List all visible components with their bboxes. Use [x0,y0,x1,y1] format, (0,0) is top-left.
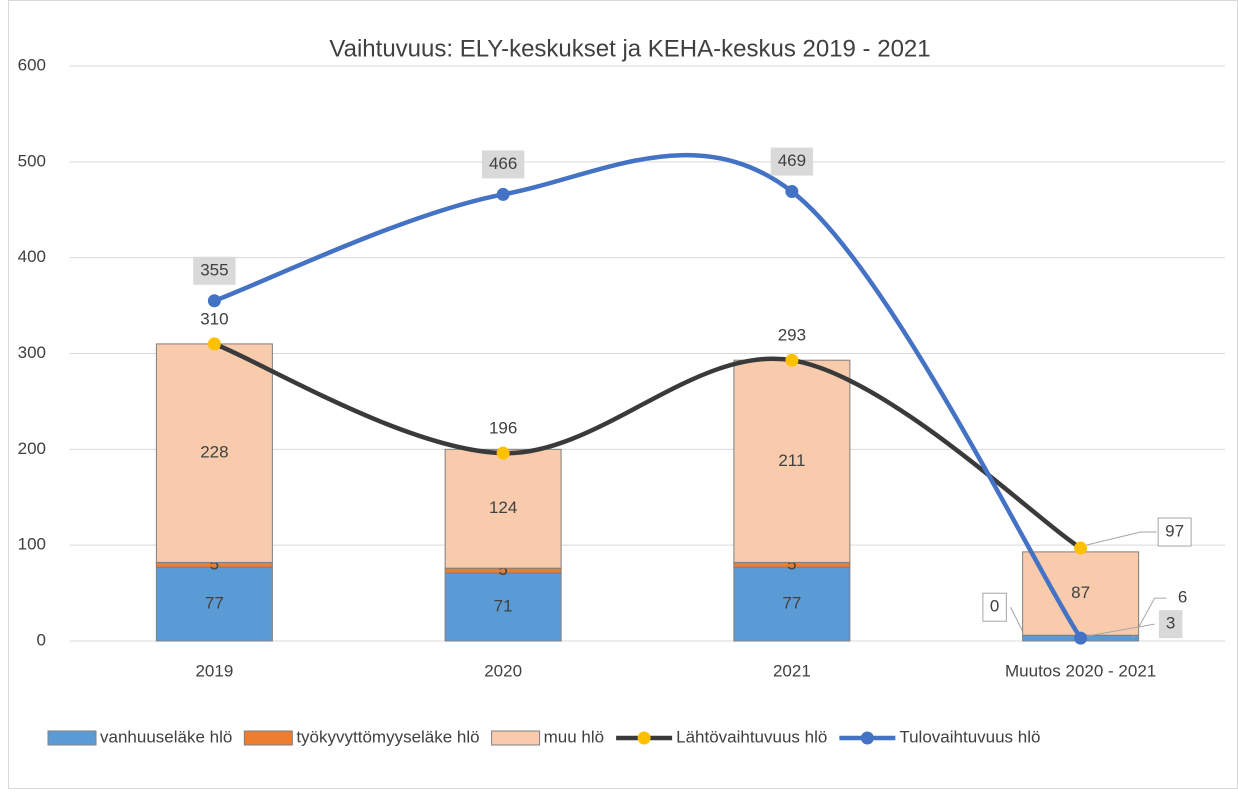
x-tick-label: 2020 [484,661,522,680]
data-label: 211 [778,451,805,470]
legend-label: Tulovaihtuvuus hlö [899,727,1040,746]
y-tick-label: 400 [18,247,46,266]
bar-segment [1022,551,1140,636]
leader-line [1086,623,1155,637]
y-tick-label: 0 [37,630,46,649]
data-label: 3 [1166,614,1175,633]
leader-line [1086,531,1157,546]
data-label-box [1158,610,1183,639]
data-label: 124 [489,498,517,517]
data-label-box [982,592,1007,622]
line-series [212,152,1083,641]
legend-label: vanhuuseläke hlö [100,727,232,746]
line-marker [1074,631,1088,645]
line-marker [785,185,799,199]
line-marker [496,187,510,201]
data-label: 6 [1178,588,1187,607]
data-label-box [193,256,236,285]
line-marker [1074,541,1088,555]
legend-swatch [491,730,541,746]
line-marker [207,337,221,351]
data-label: 77 [205,594,224,613]
data-label: 228 [200,443,228,462]
data-label-box [1157,517,1192,547]
data-label: 77 [782,594,801,613]
legend-marker [637,731,651,745]
data-label: 466 [489,154,517,173]
data-label: 71 [494,596,513,615]
x-tick-label: 2021 [773,661,811,680]
bar-segment [733,359,851,563]
line-marker [785,353,799,367]
leader-line [1132,597,1167,639]
y-tick-label: 500 [18,151,46,170]
chart-title: Vaihtuvuus: ELY-keskukset ja KEHA-keskus… [329,35,930,62]
data-label: 196 [489,419,517,438]
data-label-box [770,147,814,176]
bar-segment [444,448,562,569]
bar-segment [155,566,273,642]
data-label: 87 [1071,583,1090,602]
data-label-box [481,150,525,179]
y-tick-label: 200 [18,439,46,458]
data-label: 0 [990,597,999,616]
legend-label: muu hlö [544,727,604,746]
data-label: 5 [210,554,219,573]
x-tick-label: 2019 [195,661,233,680]
legend-label: Lähtövaihtuvuus hlö [676,727,827,746]
bar-segment [155,343,273,563]
legend-swatch [47,730,97,746]
line-series [212,341,1083,551]
bar-segment [733,566,851,642]
data-label: 5 [498,560,507,579]
y-tick-label: 300 [18,343,46,362]
legend-label: työkyvyttömyyseläke hlö [296,727,479,746]
legend-swatch [243,730,293,746]
data-label: 293 [778,326,806,345]
data-label: 97 [1165,522,1184,541]
data-label: 355 [200,260,228,279]
y-tick-label: 600 [18,55,46,74]
line-marker [207,294,221,308]
data-label: 469 [778,151,806,170]
data-label: 310 [200,309,228,328]
data-label: 5 [787,554,796,573]
x-tick-label: Muutos 2020 - 2021 [1005,661,1156,680]
y-tick-label: 100 [18,535,46,554]
bar-segment [444,572,562,642]
legend-marker [860,731,874,745]
line-marker [496,446,510,460]
